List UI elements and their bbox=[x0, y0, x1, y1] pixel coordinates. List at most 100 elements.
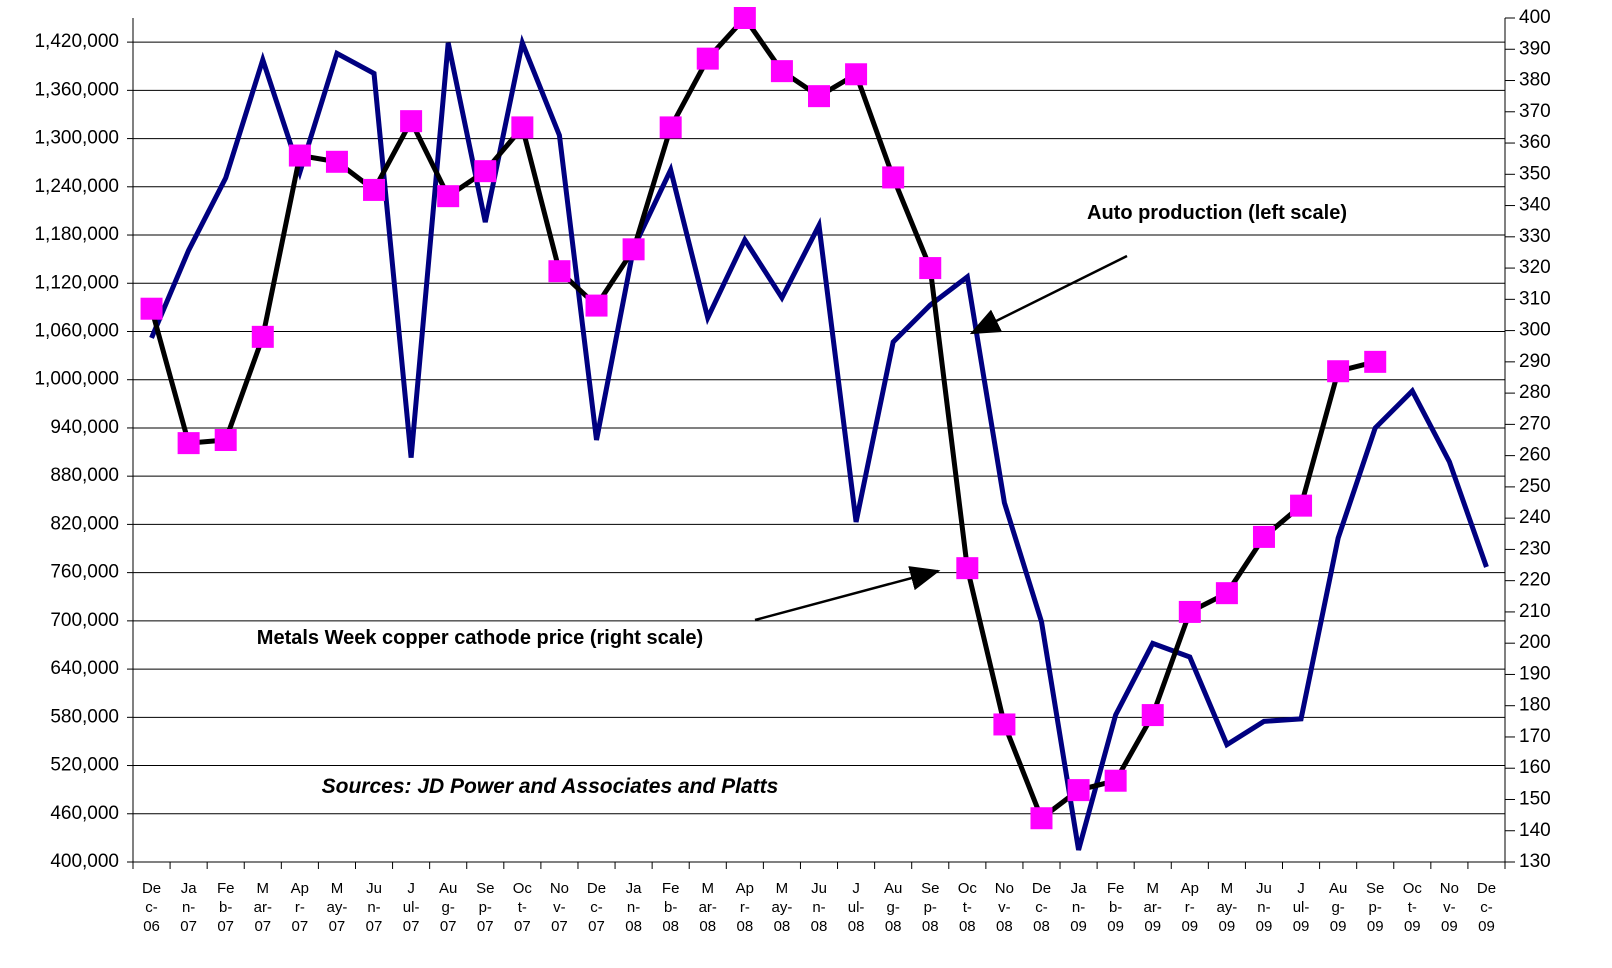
y-tick-label: 640,000 bbox=[50, 658, 119, 679]
marker bbox=[177, 432, 200, 455]
series-label: Auto production (left scale) bbox=[1087, 202, 1347, 224]
marker bbox=[1290, 494, 1313, 517]
marker bbox=[214, 429, 237, 451]
x-tick-label: Se p-08 bbox=[921, 880, 939, 935]
y2-tick-label: 150 bbox=[1519, 788, 1551, 809]
y2-tick-label: 400 bbox=[1519, 7, 1551, 28]
marker bbox=[1364, 350, 1387, 373]
y2-tick-label: 330 bbox=[1519, 226, 1551, 247]
x-tick-label: Ju n-07 bbox=[366, 880, 383, 935]
source-note: Sources: JD Power and Associates and Pla… bbox=[322, 775, 779, 798]
marker bbox=[437, 185, 460, 208]
x-tick-label: De c-06 bbox=[142, 880, 161, 935]
x-tick-label: Ja n-09 bbox=[1070, 880, 1087, 935]
y-tick-label: 940,000 bbox=[50, 417, 119, 438]
y2-tick-label: 180 bbox=[1519, 695, 1551, 716]
y2-tick-label: 250 bbox=[1519, 476, 1551, 497]
y-tick-label: 520,000 bbox=[50, 755, 119, 776]
y2-tick-label: 260 bbox=[1519, 445, 1551, 466]
y2-tick-label: 170 bbox=[1519, 726, 1551, 747]
y2-tick-label: 140 bbox=[1519, 820, 1551, 841]
marker bbox=[548, 260, 571, 283]
marker bbox=[1327, 360, 1350, 383]
marker bbox=[1141, 704, 1164, 727]
marker bbox=[585, 294, 608, 317]
x-tick-label: Ju n-09 bbox=[1256, 880, 1273, 935]
series-line bbox=[149, 34, 1489, 851]
y-tick-label: 1,420,000 bbox=[34, 31, 119, 52]
marker bbox=[251, 325, 274, 348]
x-tick-label: Oc t-09 bbox=[1403, 880, 1423, 935]
marker bbox=[363, 178, 386, 201]
y2-tick-label: 340 bbox=[1519, 195, 1551, 216]
x-tick-label: De c-07 bbox=[587, 880, 606, 935]
x-tick-label: De c-09 bbox=[1477, 880, 1496, 935]
x-tick-label: De c-08 bbox=[1032, 880, 1051, 935]
y2-tick-label: 280 bbox=[1519, 382, 1551, 403]
arrow bbox=[969, 254, 1128, 335]
x-tick-label: Fe b-08 bbox=[662, 880, 680, 935]
marker bbox=[808, 85, 830, 108]
marker bbox=[956, 557, 979, 580]
marker bbox=[919, 257, 942, 280]
series-line bbox=[149, 14, 1376, 823]
x-tick-label: Au g-08 bbox=[884, 880, 902, 935]
marker bbox=[1030, 807, 1053, 830]
marker bbox=[1178, 600, 1201, 623]
y-tick-label: 700,000 bbox=[50, 610, 119, 631]
x-tick-label: Ap r-08 bbox=[736, 880, 754, 935]
y2-tick-label: 320 bbox=[1519, 257, 1551, 278]
marker bbox=[622, 238, 645, 261]
y2-tick-label: 380 bbox=[1519, 70, 1551, 91]
marker bbox=[993, 713, 1016, 736]
x-tick-label: Se p-07 bbox=[476, 880, 494, 935]
marker bbox=[770, 60, 793, 83]
x-tick-label: Au g-07 bbox=[439, 880, 457, 935]
x-tick-label: No v-07 bbox=[550, 880, 569, 935]
x-tick-label: Se p-09 bbox=[1366, 880, 1384, 935]
y2-tick-label: 270 bbox=[1519, 413, 1551, 434]
x-tick-label: No v-09 bbox=[1440, 880, 1459, 935]
marker bbox=[288, 144, 311, 167]
y2-tick-label: 350 bbox=[1519, 163, 1551, 184]
y2-tick-label: 240 bbox=[1519, 507, 1551, 528]
y2-tick-label: 190 bbox=[1519, 663, 1551, 684]
x-tick-label: Oc t-08 bbox=[958, 880, 978, 935]
y2-tick-label: 360 bbox=[1519, 132, 1551, 153]
x-tick-label: Au g-09 bbox=[1329, 880, 1347, 935]
marker bbox=[1215, 582, 1238, 605]
marker bbox=[733, 7, 756, 29]
marker bbox=[659, 116, 682, 139]
arrow bbox=[754, 566, 941, 622]
y-tick-label: 820,000 bbox=[50, 513, 119, 534]
x-tick-label: Fe b-09 bbox=[1107, 880, 1125, 935]
x-tick-label: Oc t-07 bbox=[513, 880, 533, 935]
x-tick-label: Ja n-08 bbox=[625, 880, 642, 935]
marker bbox=[400, 110, 423, 133]
marker bbox=[474, 160, 497, 183]
marker bbox=[325, 150, 348, 173]
y-tick-label: 1,120,000 bbox=[34, 272, 119, 293]
y2-tick-label: 300 bbox=[1519, 320, 1551, 341]
y-tick-label: 460,000 bbox=[50, 803, 119, 824]
marker bbox=[1067, 779, 1090, 802]
y-tick-label: 1,060,000 bbox=[34, 321, 119, 342]
series-label: Metals Week copper cathode price (right … bbox=[257, 627, 703, 649]
x-tick-label: Ap r-07 bbox=[291, 880, 309, 935]
marker bbox=[1104, 769, 1127, 792]
y-tick-label: 760,000 bbox=[50, 562, 119, 583]
y-tick-label: 1,240,000 bbox=[34, 176, 119, 197]
y2-tick-label: 220 bbox=[1519, 570, 1551, 591]
marker bbox=[845, 63, 868, 86]
y2-tick-label: 160 bbox=[1519, 757, 1551, 778]
x-tick-label: Ja n-07 bbox=[180, 880, 197, 935]
